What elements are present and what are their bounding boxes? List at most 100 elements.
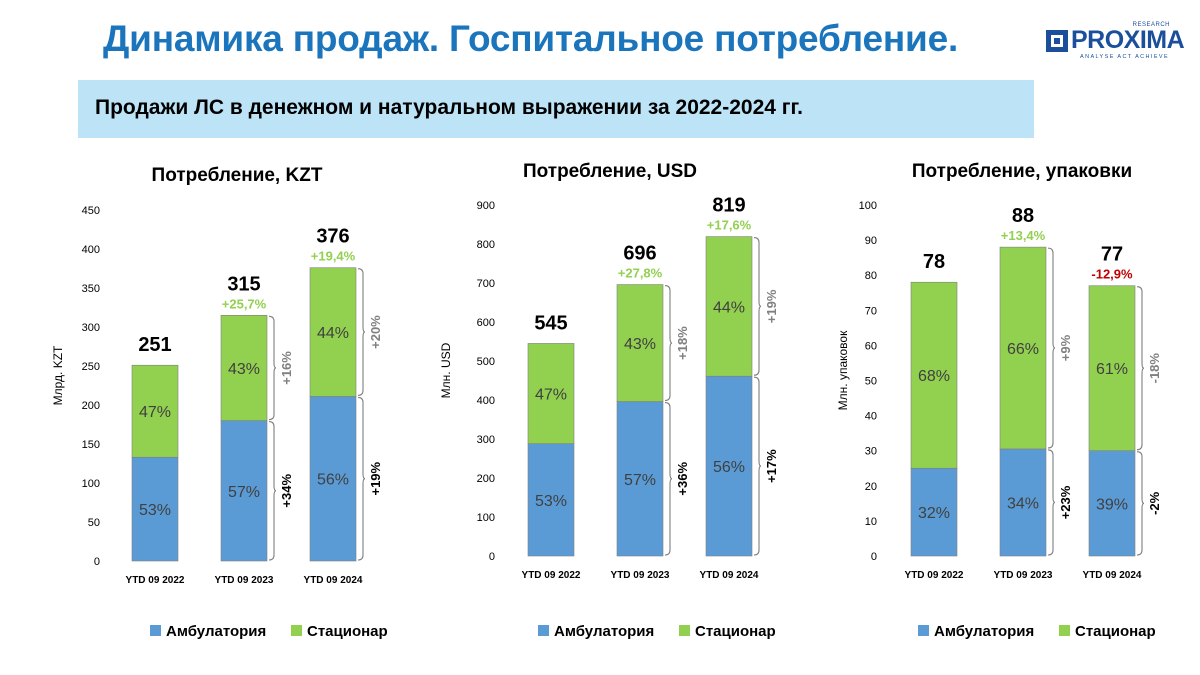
bracket-inpatient-label: +18% bbox=[675, 326, 690, 360]
bar-inpatient-label: 44% bbox=[713, 299, 745, 316]
bar-inpatient bbox=[999, 246, 1047, 450]
bracket-outpatient bbox=[268, 421, 277, 561]
y-tick-label: 80 bbox=[865, 270, 877, 282]
bar-outpatient bbox=[705, 375, 753, 557]
bar-inpatient-label: 43% bbox=[624, 336, 656, 353]
bracket-inpatient bbox=[664, 285, 673, 402]
y-tick-label: 900 bbox=[477, 200, 495, 212]
bar-outpatient bbox=[999, 448, 1047, 557]
y-tick-label: 0 bbox=[94, 556, 100, 568]
bar-outpatient-label: 56% bbox=[713, 459, 745, 476]
x-tick-label: YTD 09 2022 bbox=[522, 570, 581, 581]
y-tick-label: 800 bbox=[477, 239, 495, 251]
y-tick-label: 90 bbox=[865, 235, 877, 247]
bar-outpatient-label: 32% bbox=[918, 505, 950, 522]
legend-label-inpatient: Стационар bbox=[307, 623, 388, 640]
legend-label-outpatient: Амбулатория bbox=[166, 623, 266, 640]
bar-inpatient-label: 68% bbox=[918, 368, 950, 385]
logo-name: PROXIMA bbox=[1071, 26, 1185, 54]
y-tick-label: 150 bbox=[82, 439, 100, 451]
growth-label: +17,6% bbox=[707, 218, 752, 233]
bar-outpatient-label: 53% bbox=[535, 493, 567, 510]
y-tick-label: 100 bbox=[82, 478, 100, 490]
y-axis-label: Млн. упаковок bbox=[836, 330, 850, 410]
bracket-outpatient-label: +34% bbox=[279, 474, 294, 508]
logo-mark-icon bbox=[1046, 30, 1068, 52]
growth-label: +19,4% bbox=[311, 249, 356, 264]
bar-total-label: 251 bbox=[138, 334, 171, 356]
bar-inpatient-label: 47% bbox=[535, 387, 567, 404]
bar-inpatient-label: 47% bbox=[139, 404, 171, 421]
bracket-outpatient bbox=[753, 376, 762, 556]
chart-2: Потребление, USD Млн. USD 0 100 200 300 400 500… bbox=[439, 161, 779, 640]
bar-total-label: 696 bbox=[623, 243, 656, 265]
proxima-logo: RESEARCH PROXIMA ANALYSE ACT ACHIEVE bbox=[1046, 20, 1185, 66]
y-tick-label: 600 bbox=[477, 317, 495, 329]
bracket-inpatient bbox=[268, 315, 277, 421]
x-tick-label: YTD 09 2023 bbox=[215, 575, 274, 586]
legend-swatch-outpatient bbox=[150, 625, 161, 636]
x-tick-label: YTD 09 2023 bbox=[994, 570, 1053, 581]
subtitle-banner: Продажи ЛС в денежном и натуральном выра… bbox=[78, 80, 1034, 138]
chart-title: Потребление, USD bbox=[523, 161, 697, 182]
bracket-inpatient bbox=[753, 237, 762, 376]
bracket-inpatient-label: +19% bbox=[764, 289, 779, 323]
y-axis-label: Млн. USD bbox=[439, 342, 453, 398]
y-tick-label: 0 bbox=[489, 551, 495, 563]
bar-inpatient-label: 44% bbox=[317, 325, 349, 342]
y-tick-label: 200 bbox=[82, 400, 100, 412]
legend-label-outpatient: Амбулатория bbox=[934, 623, 1034, 640]
legend-label-inpatient: Стационар bbox=[1075, 623, 1156, 640]
chart-1: Потребление, KZT Млрд. KZT 0 50 100 150 200 250… bbox=[51, 165, 388, 640]
growth-label: +25,7% bbox=[222, 296, 267, 311]
bracket-outpatient-label: +17% bbox=[764, 449, 779, 483]
y-tick-label: 60 bbox=[865, 340, 877, 352]
bar-inpatient bbox=[616, 284, 664, 402]
logo-tagline: ANALYSE ACT ACHIEVE bbox=[1080, 54, 1170, 60]
bracket-outpatient bbox=[664, 402, 673, 556]
bar-total-label: 819 bbox=[712, 195, 745, 217]
subtitle: Продажи ЛС в денежном и натуральном выра… bbox=[95, 96, 804, 119]
legend-swatch-inpatient bbox=[291, 625, 302, 636]
legend-label-inpatient: Стационар bbox=[695, 623, 776, 640]
bar-outpatient-label: 56% bbox=[317, 472, 349, 489]
legend-label-outpatient: Амбулатория bbox=[554, 623, 654, 640]
x-tick-label: YTD 09 2022 bbox=[126, 575, 185, 586]
bar-outpatient bbox=[131, 456, 179, 562]
chart-title: Потребление, упаковки bbox=[912, 161, 1132, 182]
legend-swatch-inpatient bbox=[679, 625, 690, 636]
y-tick-label: 70 bbox=[865, 305, 877, 317]
x-tick-label: YTD 09 2024 bbox=[1083, 570, 1142, 581]
bar-total-label: 77 bbox=[1101, 244, 1123, 266]
y-tick-label: 700 bbox=[477, 278, 495, 290]
bar-total-label: 315 bbox=[227, 273, 260, 295]
bar-inpatient-label: 66% bbox=[1007, 341, 1039, 358]
bracket-outpatient bbox=[1047, 449, 1056, 556]
bracket-outpatient-label: -2% bbox=[1147, 491, 1162, 515]
bracket-outpatient-label: +23% bbox=[1058, 485, 1073, 519]
y-axis-label: Млрд. KZT bbox=[51, 345, 65, 405]
chart-3: Потребление, упаковки Млн. упаковок 0 10 20 3… bbox=[836, 161, 1162, 640]
legend-swatch-outpatient bbox=[538, 625, 549, 636]
y-tick-label: 300 bbox=[477, 434, 495, 446]
bar-inpatient bbox=[1088, 285, 1136, 452]
bar-outpatient-label: 39% bbox=[1096, 496, 1128, 513]
bar-inpatient bbox=[220, 314, 268, 421]
bar-outpatient bbox=[220, 420, 268, 562]
bar-outpatient-label: 34% bbox=[1007, 495, 1039, 512]
bar-outpatient bbox=[616, 401, 664, 557]
chart-title: Потребление, KZT bbox=[152, 165, 323, 186]
bar-inpatient-label: 43% bbox=[228, 361, 260, 378]
growth-label: +13,4% bbox=[1001, 228, 1046, 243]
bracket-inpatient-label: +20% bbox=[368, 315, 383, 349]
y-tick-label: 400 bbox=[477, 395, 495, 407]
x-tick-label: YTD 09 2023 bbox=[611, 570, 670, 581]
bar-total-label: 376 bbox=[316, 226, 349, 248]
bracket-outpatient bbox=[357, 396, 366, 561]
y-tick-label: 0 bbox=[871, 551, 877, 563]
y-tick-label: 100 bbox=[859, 200, 877, 212]
bar-outpatient-label: 57% bbox=[624, 472, 656, 489]
legend-swatch-outpatient bbox=[918, 625, 929, 636]
bar-inpatient bbox=[527, 343, 575, 444]
